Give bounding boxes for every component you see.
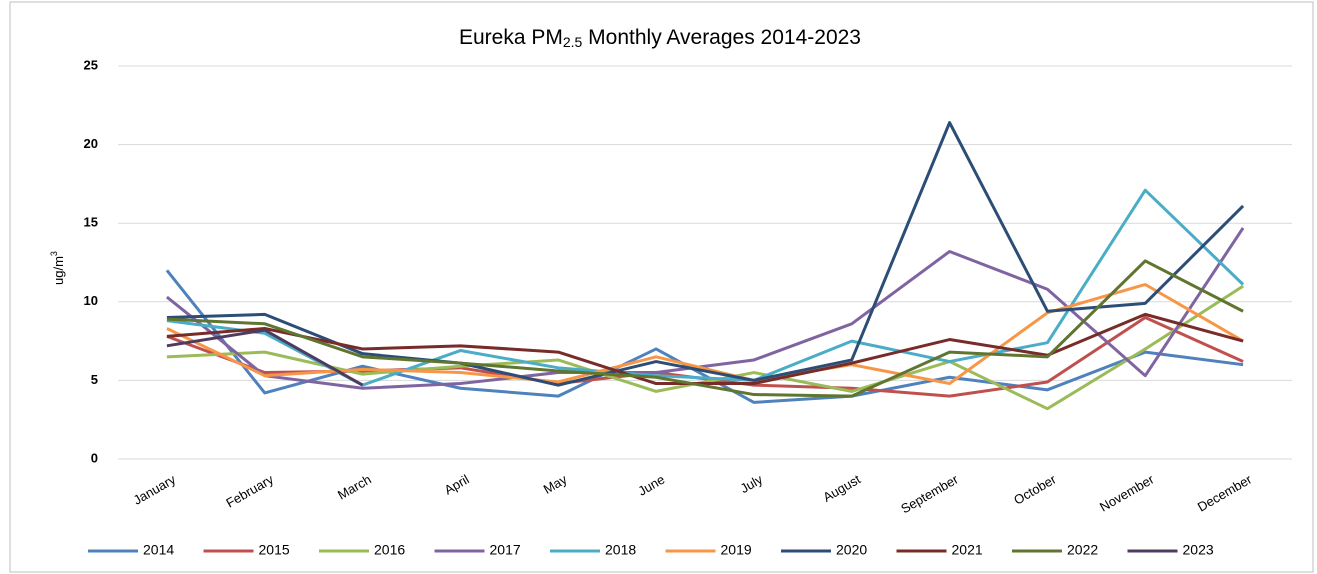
y-tick-label: 25 <box>84 57 98 72</box>
series-line <box>165 227 1245 390</box>
series-line <box>166 259 1244 398</box>
title-text: Eureka PM <box>459 26 563 49</box>
legend-label: 2015 <box>259 542 290 558</box>
legend-label: 2018 <box>605 542 636 558</box>
chart-frame <box>9 1 1314 573</box>
legend-label: 2023 <box>1183 542 1214 558</box>
legend-label: 2022 <box>1067 542 1098 558</box>
y-tick-label: 10 <box>84 293 98 308</box>
series-line <box>166 283 1244 386</box>
y-tick-label: 5 <box>91 372 98 387</box>
series-line <box>166 121 1245 387</box>
legend-label: 2020 <box>836 542 867 558</box>
chart-title: Eureka PM2.5 Monthly Averages 2014-2023 <box>459 26 861 50</box>
y-tick-label: 0 <box>91 450 98 465</box>
y-tick-label: 15 <box>84 215 98 230</box>
y-axis-label: ug/m3 <box>49 251 66 285</box>
title-subscript: 2.5 <box>563 34 583 50</box>
title-rest: Monthly Averages 2014-2023 <box>582 26 861 49</box>
legend-label: 2021 <box>952 542 983 558</box>
y-label-superscript: 3 <box>49 251 59 256</box>
y-label-text: ug/m <box>51 256 66 285</box>
legend-label: 2014 <box>143 542 174 558</box>
legend-label: 2017 <box>490 542 521 558</box>
legend-label: 2016 <box>374 542 405 558</box>
legend-label: 2019 <box>721 542 752 558</box>
y-tick-label: 20 <box>84 136 98 151</box>
series-line <box>166 328 364 387</box>
series-line <box>166 312 1244 386</box>
